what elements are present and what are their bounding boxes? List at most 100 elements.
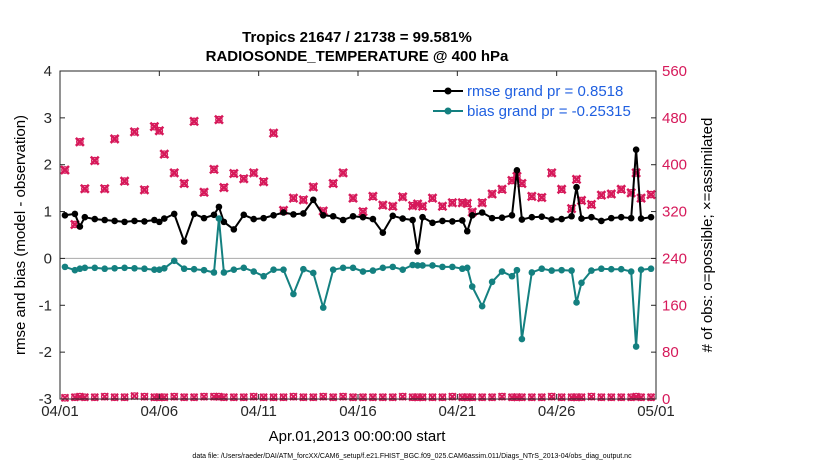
bias-point (280, 266, 287, 273)
obs-assimilated-point (462, 198, 473, 209)
bias-point (71, 266, 79, 274)
obs-possible-point (328, 393, 338, 402)
obs-assimilated-stroke (279, 393, 288, 402)
bias-point (250, 268, 257, 275)
bias-point (419, 262, 426, 269)
bias-point (578, 279, 585, 287)
obs-possible-point (90, 393, 99, 402)
obs-possible-marker (498, 185, 506, 194)
rmse-point (627, 214, 635, 222)
obs-possible-marker (220, 183, 228, 192)
obs-possible-marker (80, 393, 89, 402)
rmse-point (409, 216, 416, 224)
rmse-point (632, 146, 640, 154)
obs-possible-marker (155, 126, 164, 135)
rmse-point (478, 209, 486, 216)
obs-possible-point (577, 393, 586, 402)
obs-assimilated-stroke (636, 393, 646, 402)
x-tick-label: 04/01 (41, 403, 79, 420)
rmse-point (230, 226, 238, 233)
y2-tick-label: 320 (662, 204, 687, 221)
obs-possible-marker (329, 393, 338, 402)
rmse-point (101, 216, 108, 224)
obs-possible-marker (369, 192, 377, 201)
obs-possible-marker (488, 190, 496, 198)
obs-possible-point (60, 393, 70, 403)
obs-possible-marker (413, 393, 422, 402)
obs-assimilated-stroke (557, 393, 566, 402)
obs-possible-point (557, 393, 566, 402)
obs-possible-marker (190, 393, 198, 402)
obs-assimilated-point (219, 182, 229, 193)
obs-possible-point (517, 393, 527, 402)
obs-possible-marker (80, 184, 89, 193)
obs-possible-marker (229, 169, 238, 178)
rmse-point (200, 214, 208, 222)
bias-point (131, 264, 138, 272)
rmse-point (369, 215, 377, 223)
obs-possible-marker (547, 392, 556, 401)
obs-assimilated-point (308, 182, 319, 192)
obs-assimilated-stroke (60, 393, 70, 403)
obs-possible-marker (289, 392, 298, 401)
bias-point (369, 267, 377, 274)
obs-assimilated-point (169, 168, 180, 178)
obs-possible-marker (269, 129, 278, 137)
obs-assimilated-point (214, 114, 224, 125)
bias-point (508, 272, 516, 280)
rmse-point (121, 218, 128, 226)
bias-point (61, 263, 69, 271)
y2-tick-label: 560 (662, 63, 687, 80)
obs-possible-marker (398, 193, 407, 201)
obs-possible-marker (76, 138, 84, 146)
y-tick-label: 4 (44, 63, 52, 80)
bias-point (647, 265, 655, 273)
rmse-point (558, 215, 565, 223)
bias-point (632, 343, 640, 350)
obs-assimilated-point (154, 125, 165, 136)
obs-assimilated-point (209, 164, 219, 175)
bias-point (617, 265, 625, 273)
y2-tick-label: 80 (662, 344, 679, 361)
rmse-point (280, 209, 287, 216)
obs-assimilated-point (298, 194, 309, 205)
y2-axis-label: # of obs: o=possible; ×=assimilated (699, 118, 716, 353)
obs-possible-marker (319, 392, 328, 401)
obs-possible-marker (329, 179, 338, 188)
obs-possible-point (259, 393, 268, 402)
chart-subtitle: RADIOSONDE_TEMPERATURE @ 400 hPa (206, 48, 509, 65)
obs-possible-marker (632, 169, 640, 177)
obs-possible-point (110, 393, 119, 402)
obs-assimilated-point (129, 127, 140, 137)
obs-possible-marker (567, 393, 576, 402)
obs-assimilated-stroke (597, 393, 606, 402)
obs-assimilated-point (646, 189, 656, 200)
obs-possible-point (537, 393, 546, 402)
obs-possible-marker (577, 393, 586, 402)
obs-possible-point (358, 393, 368, 402)
obs-possible-point (309, 393, 318, 402)
legend: rmse grand pr = 0.8518 bias grand pr = -… (427, 77, 651, 122)
obs-possible-marker (537, 193, 546, 202)
obs-assimilated-point (447, 197, 458, 208)
obs-possible-marker (61, 166, 69, 174)
rmse-point (379, 229, 387, 236)
rmse-point (349, 212, 357, 220)
obs-assimilated-stroke (537, 393, 546, 402)
obs-assimilated-point (238, 173, 249, 184)
obs-assimilated-point (60, 165, 70, 175)
obs-possible-marker (537, 393, 546, 402)
bias-point (76, 265, 84, 273)
obs-assimilated-point (189, 116, 199, 127)
obs-assimilated-point (99, 183, 110, 194)
data-file-note: data file: /Users/raeder/DAI/ATM_forcXX/… (192, 453, 632, 460)
obs-assimilated-point (636, 193, 646, 203)
obs-possible-point (438, 393, 447, 402)
obs-possible-marker (418, 393, 427, 402)
obs-possible-marker (110, 393, 119, 402)
bias-point (627, 268, 635, 275)
bias-point (111, 264, 118, 272)
obs-possible-marker (229, 393, 238, 402)
obs-assimilated-point (89, 155, 100, 166)
rmse-point (498, 214, 506, 221)
